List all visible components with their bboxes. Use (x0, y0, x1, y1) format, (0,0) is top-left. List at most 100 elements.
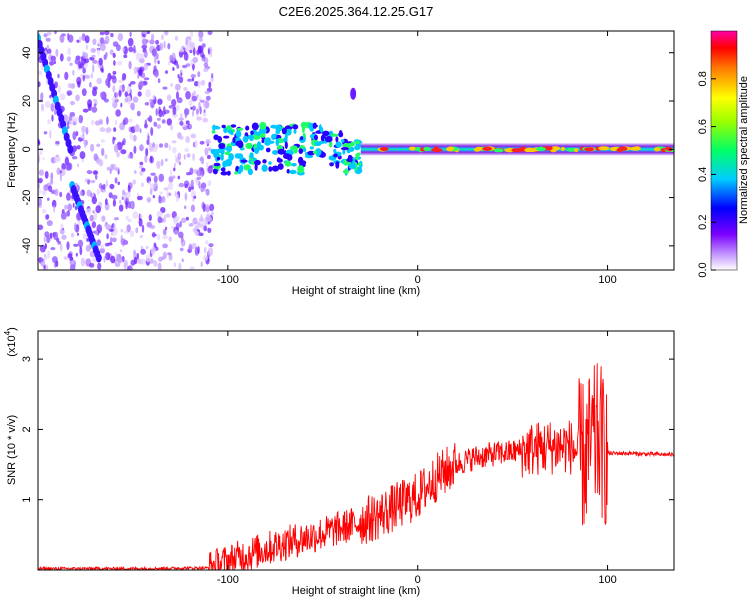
spectrogram-noise-cell (168, 105, 174, 109)
spectrogram-noise-cell (175, 91, 180, 100)
spectrogram-transition-cell (277, 163, 284, 170)
spectrogram-noise-cell (50, 178, 54, 185)
spectrogram-noise-cell (93, 193, 97, 200)
spectrogram-noise-cell (92, 64, 95, 73)
spectrogram-noise-cell (164, 158, 168, 162)
spectrogram-transition-cell (268, 161, 272, 165)
spectrogram-noise-cell (202, 68, 209, 73)
spectrogram-noise-cell (45, 78, 49, 86)
spectrogram-noise-cell (148, 143, 154, 152)
spectrogram-noise-cell (196, 94, 199, 98)
spectrogram-noise-cell (198, 232, 204, 237)
spectrogram-noise-cell (114, 119, 118, 126)
spectrogram-noise-cell (120, 238, 127, 246)
spectrogram-noise-cell (170, 169, 173, 178)
snr-x-tick-label: -100 (217, 574, 239, 586)
spectrogram-noise-cell (139, 53, 145, 60)
spectrogram-transition-cell (286, 128, 292, 133)
spectrogram-transition-cell (298, 148, 304, 155)
spectrogram-noise-cell (163, 187, 169, 191)
spectrogram-noise-cell (132, 134, 137, 142)
spectrogram-noise-cell (92, 193, 95, 197)
spectrogram-noise-cell (198, 37, 203, 42)
spectrogram-noise-cell (66, 241, 70, 251)
spectrogram-noise-cell (186, 153, 191, 158)
spectrogram-noise-cell (82, 233, 88, 240)
spectrogram-noise-cell (205, 139, 212, 145)
spectrogram-noise-cell (109, 228, 114, 232)
spectrogram-noise-cell (115, 109, 121, 117)
spectrogram-transition-cell (340, 139, 345, 143)
spectrogram-noise-cell (207, 154, 211, 160)
spectrogram-noise-cell (174, 35, 179, 41)
spectrogram-band-peak (632, 146, 641, 151)
spectrogram-transition-cell (277, 148, 286, 155)
spectrogram-transition-cell (284, 141, 288, 149)
spectrogram-noise-cell (60, 223, 64, 229)
spectrogram-noise-cell (186, 172, 192, 176)
spectrogram-noise-cell (167, 252, 172, 256)
spectrogram-transition-cell (330, 133, 339, 137)
spectrogram-noise-cell (82, 74, 86, 82)
spectrogram-transition-cell (214, 125, 219, 129)
spectrogram-transition-cell (261, 138, 265, 144)
spectrogram-noise-cell (144, 50, 148, 58)
spectrogram-transition-cell (220, 171, 228, 176)
spectrogram-noise-cell (112, 95, 116, 104)
snr-x-tick-label: 100 (598, 574, 616, 586)
spectrogram-transition-cell (236, 153, 244, 159)
spectrogram-noise-cell (112, 227, 118, 236)
spectrogram-noise-cell (43, 255, 48, 261)
spectrogram-noise-cell (167, 181, 174, 191)
spectrogram-noise-cell (165, 213, 171, 218)
spectrogram-noise-cell (171, 99, 177, 107)
spectrogram-noise-cell (101, 148, 105, 156)
spectrogram-noise-cell (149, 98, 153, 103)
spectrogram-transition-cell (276, 157, 281, 163)
spectrogram-noise-cell (82, 67, 86, 74)
spectrogram-noise-cell (96, 143, 101, 147)
spectrogram-noise-cell (127, 37, 134, 47)
spectrogram-noise-cell (179, 120, 184, 126)
spectrogram-noise-cell (65, 162, 72, 171)
spectrogram-transition-cell (322, 130, 330, 137)
spectrogram-noise-cell (127, 265, 133, 270)
spectrogram-noise-cell (178, 231, 184, 239)
spectrogram-noise-cell (129, 102, 135, 110)
spectrogram-transition-cell (292, 124, 299, 130)
spectrogram-noise-cell (155, 108, 158, 116)
spectrogram-noise-cell (167, 61, 171, 66)
spectrogram-noise-cell (190, 106, 193, 110)
spectrogram-noise-cell (207, 227, 212, 233)
spectrogram-noise-cell (99, 31, 105, 36)
spectrogram-noise-cell (80, 257, 85, 267)
spectrogram-noise-cell (127, 218, 132, 223)
spectrogram-noise-cell (208, 81, 212, 89)
spectrogram-noise-cell (205, 240, 209, 245)
spectrogram-noise-cell (105, 52, 108, 58)
spectrogram-ticks: -100 0 100 -40 -20 0 20 40 (21, 31, 674, 286)
spectrogram-noise-cell (72, 203, 75, 208)
spectrogram-transition-cell (300, 160, 307, 166)
spectrogram-noise-cell (46, 44, 50, 49)
spectrogram-noise-cell (38, 70, 43, 76)
spectrogram-noise-cell (79, 63, 84, 69)
spectrogram-noise-cell (66, 192, 71, 201)
spectrogram-transition-cell (297, 165, 305, 174)
spectrogram-noise-cell (44, 171, 49, 179)
spectrogram-noise-cell (112, 136, 115, 145)
spectrogram-band-peak (544, 146, 553, 151)
spectrogram-noise-cell (211, 73, 214, 79)
spectrogram-noise-cell (139, 144, 144, 152)
spectrogram-noise-cell (92, 88, 97, 97)
spectrogram-noise-cell (162, 235, 168, 240)
spectrogram-transition-cell (333, 148, 337, 154)
spectrogram-noise-cell (166, 94, 172, 101)
spectrogram-noise-cell (202, 203, 206, 213)
spectrogram-noise-cell (85, 208, 92, 215)
spectrogram-noise-cell (147, 135, 150, 141)
spectrogram-transition-cell (232, 137, 236, 144)
spectrogram-noise-cell (158, 198, 163, 204)
spectrogram-noise-cell (205, 213, 211, 222)
spectrogram-noise-cell (200, 261, 203, 267)
